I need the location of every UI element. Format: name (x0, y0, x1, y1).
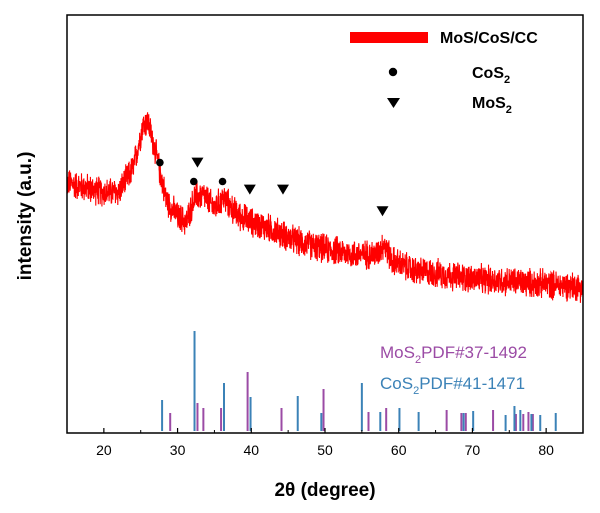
ref-label-code: PDF#41-1471 (419, 374, 525, 393)
cos2-peak-marker (218, 177, 227, 186)
mos2-peak-marker (191, 157, 204, 168)
x-tick-label: 80 (538, 442, 554, 458)
reference-patterns (161, 331, 557, 431)
x-axis-title: 2θ (degree) (274, 480, 375, 501)
xrd-pattern-series (66, 112, 584, 303)
reference-pattern-label: MoS2PDF#37-1492 (380, 343, 527, 366)
ref-label-main: MoS (380, 343, 415, 362)
legend-swatch-mos-cos-cc (350, 32, 428, 43)
cos2-peak-marker (156, 158, 164, 167)
x-tick-label: 40 (243, 442, 259, 458)
x-tick-label: 30 (170, 442, 186, 458)
legend-symbol-mos2 (387, 98, 400, 108)
series-line-mos-cos-cc (66, 112, 584, 303)
legend-label-main: CoS (472, 65, 504, 82)
legend-label-main: MoS/CoS/CC (440, 30, 538, 47)
x-tick-label: 50 (317, 442, 333, 458)
mos2-peak-marker (376, 206, 389, 217)
reference-pattern-label: CoS2PDF#41-1471 (380, 374, 525, 397)
ref-label-subscript: 2 (415, 354, 421, 366)
mos2-peak-marker (243, 184, 256, 195)
legend-label-main: MoS (472, 95, 506, 112)
x-axis-ticks: 20 30 40 50 60 70 80 (66, 428, 584, 458)
legend-label: CoS2 (472, 65, 510, 86)
ref-label-subscript: 2 (413, 385, 419, 397)
peak-markers (156, 157, 389, 217)
x-tick-label: 60 (391, 442, 407, 458)
legend-symbol-cos2 (388, 67, 398, 77)
mos2-peak-marker (276, 184, 289, 195)
x-tick-label: 20 (96, 442, 112, 458)
legend-label: MoS2 (472, 95, 512, 116)
legend-label-subscript: 2 (506, 104, 512, 116)
legend-label-subscript: 2 (504, 74, 510, 86)
cos2-peak-marker (189, 177, 198, 186)
legend-label: MoS/CoS/CC (440, 30, 538, 47)
ref-label-code: PDF#37-1492 (421, 343, 527, 362)
x-tick-label: 70 (465, 442, 481, 458)
y-axis-title: intensity (a.u.) (15, 152, 36, 281)
ref-label-main: CoS (380, 374, 413, 393)
